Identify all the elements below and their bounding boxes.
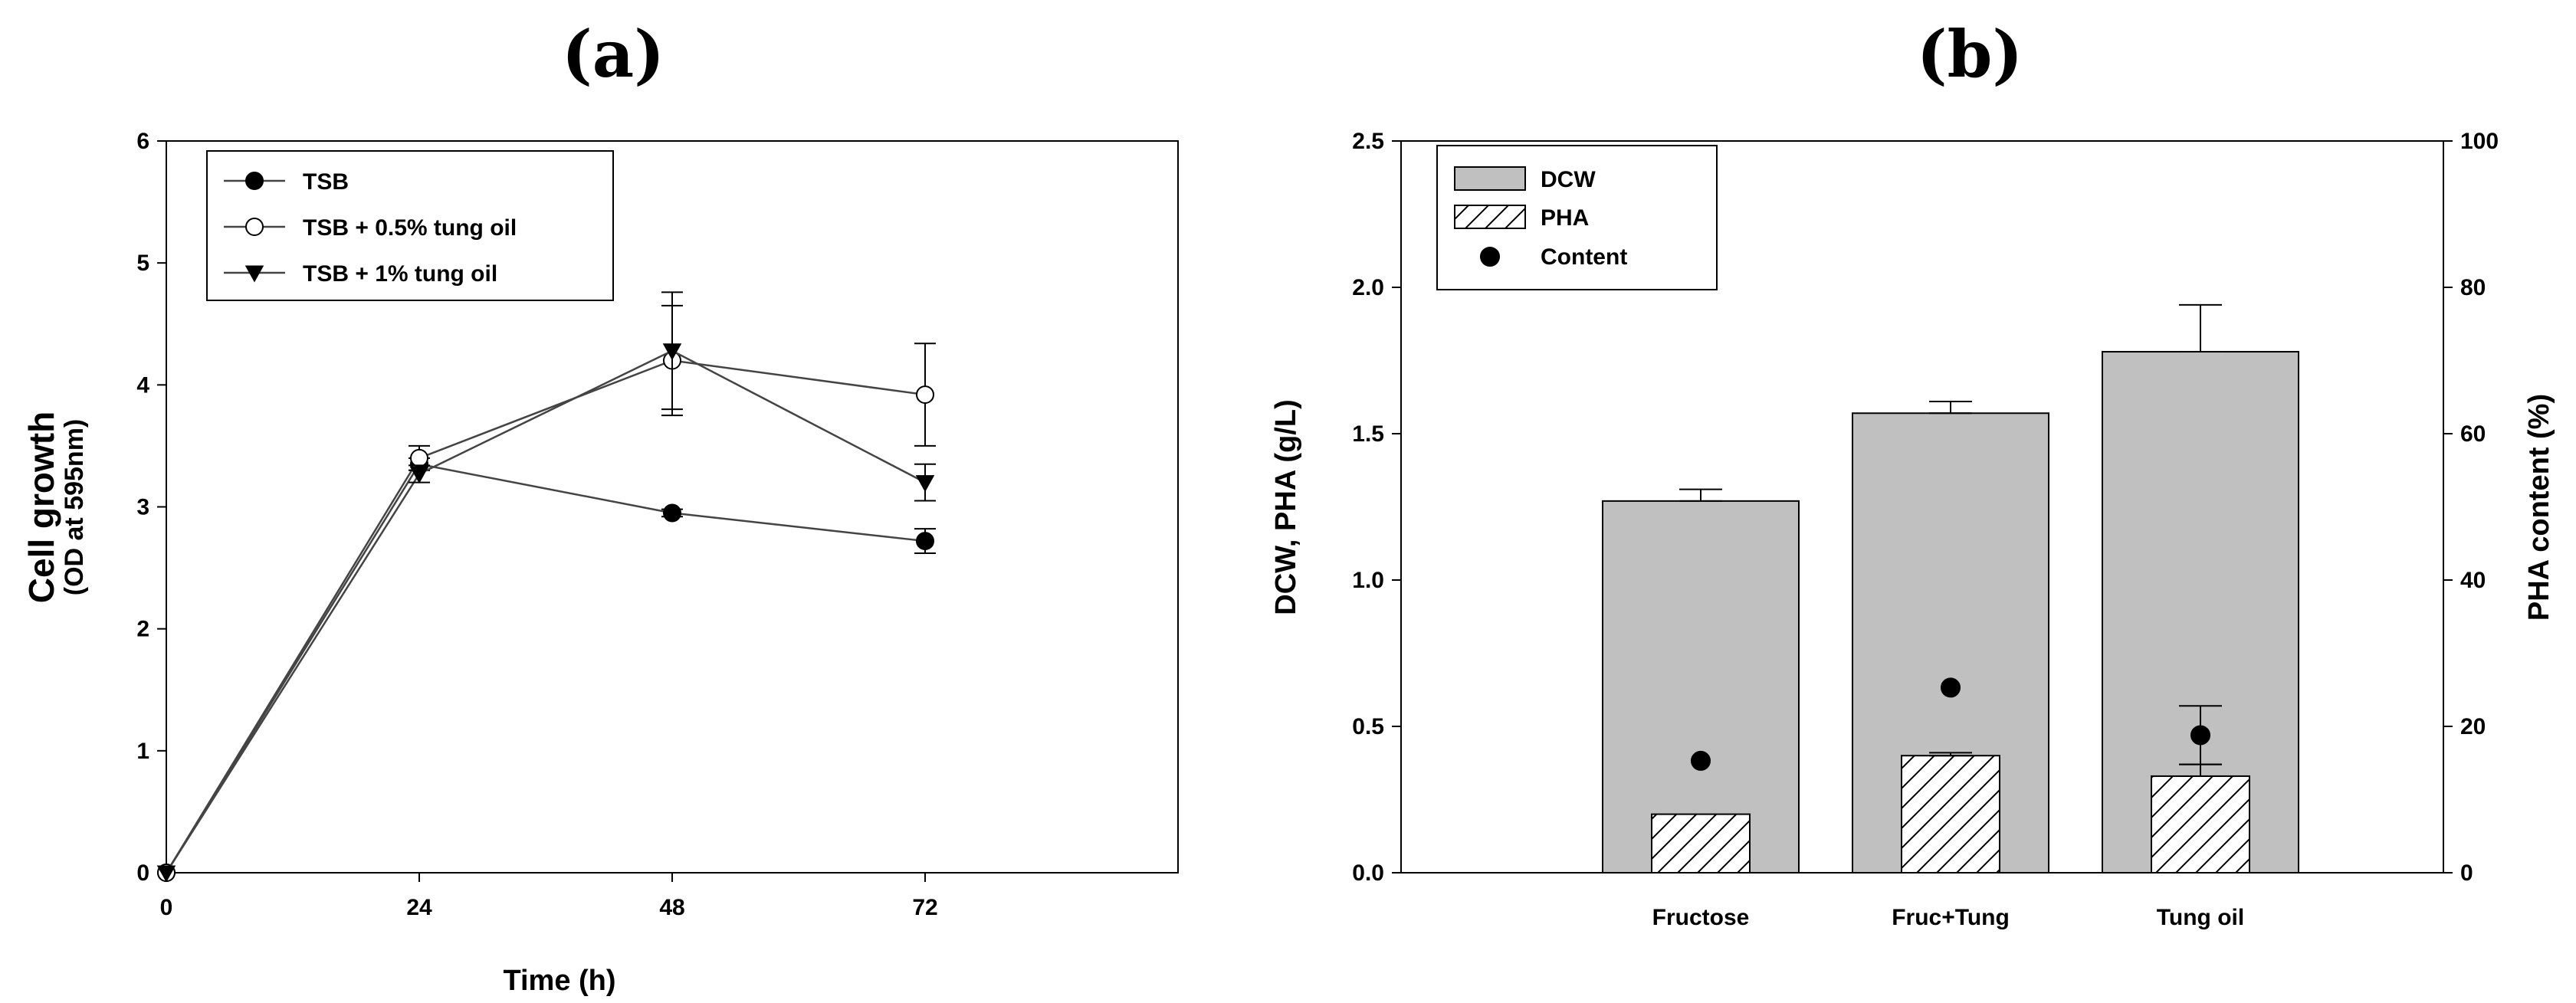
panel-a-legend-box: [206, 150, 614, 301]
panel-a-data-point: [156, 865, 176, 883]
panel-b-category-label: Fructose: [1652, 905, 1750, 930]
panel-b-legend-item-2: Content: [1480, 244, 1627, 270]
panel-b-right-tick-label: 0: [2460, 860, 2473, 886]
panel-b-legend: DCW PHA Content: [1436, 145, 1718, 290]
panel-b-content-point: [1691, 750, 1711, 771]
panel-b-content-point: [2190, 725, 2210, 746]
panel-b-content-point: [1941, 677, 1961, 698]
panel-b-category-0: [1602, 488, 1800, 874]
panel-a-y-tick-label: 6: [136, 129, 149, 154]
panel-b-dcw-error-bar: [1929, 400, 1972, 415]
panel-a-legend-label: TSB + 0.5% tung oil: [303, 215, 517, 241]
panel-a-y-tick-label: 5: [136, 251, 149, 276]
panel-a-data-point: [410, 448, 428, 467]
panel-b-legend-label: DCW: [1541, 167, 1596, 192]
panel-b-category-2: [2102, 303, 2299, 874]
panel-b-left-tick-label: 1.5: [1352, 421, 1384, 447]
panel-a-legend-marker: [244, 265, 264, 283]
panel-b: (b) 0.0 0.5 1.0 1.5 2.0 2.5 0 20 40 60 80 100 Fruc…: [1270, 16, 2555, 930]
panel-b-right-tick-label: 60: [2460, 421, 2486, 447]
panel-b-category-1: [1852, 400, 2049, 874]
panel-b-legend-item-0: DCW: [1454, 166, 1596, 192]
panel-a-series-0: [157, 454, 936, 882]
panel-b-left-tick-label: 0.5: [1352, 714, 1384, 739]
panel-a: (a) 0 1 2 3 4 5 6 0 24 48 72 Cell growth (OD at 5…: [21, 16, 1179, 997]
panel-a-y-tick-label: 0: [136, 860, 149, 886]
panel-a-data-point: [916, 532, 934, 551]
panel-b-right-tick-label: 80: [2460, 275, 2486, 300]
panel-a-legend-item-0: TSB: [224, 169, 349, 195]
panel-a-label: (a): [562, 16, 665, 92]
panel-b-label: (b): [1917, 16, 2023, 92]
panel-b-category-label: Fruc+Tung: [1892, 905, 2010, 930]
panel-b-left-tick-label: 2.0: [1352, 275, 1384, 300]
panel-b-right-tick-label: 40: [2460, 568, 2486, 593]
panel-a-data-point: [916, 385, 934, 405]
panel-a-data-point: [409, 466, 429, 484]
panel-a-y-tick-label: 3: [136, 495, 149, 520]
panel-b-legend-marker: [1480, 247, 1500, 267]
panel-a-x-axis-title: Time (h): [503, 965, 615, 997]
panel-b-x-axis: Fructose Fruc+Tung Tung oil: [1652, 905, 2245, 930]
panel-a-series-2: [156, 291, 936, 883]
panel-b-pha-error-bar: [1929, 752, 1972, 757]
panel-a-legend-label: TSB + 1% tung oil: [303, 261, 497, 287]
panel-a-y-tick-label: 4: [136, 372, 149, 398]
panel-a-x-tick-label: 24: [406, 895, 432, 920]
panel-b-left-tick-label: 1.0: [1352, 568, 1384, 593]
panel-b-right-axis: 0 20 40 60 80 100: [2443, 129, 2499, 886]
panel-a-y-tick-label: 1: [136, 739, 149, 764]
panel-a-y-tick-label: 2: [136, 617, 149, 642]
panel-a-legend-marker: [245, 172, 264, 190]
panel-b-pha-bar: [2151, 775, 2250, 874]
panel-b-right-axis-title: PHA content (%): [2523, 394, 2555, 621]
panel-a-x-tick-label: 0: [160, 895, 173, 920]
panel-a-legend-label: TSB: [303, 169, 349, 195]
panel-b-legend-label: PHA: [1541, 205, 1589, 231]
panel-a-x-tick-label: 72: [912, 895, 937, 920]
panel-a-series-line: [165, 349, 926, 874]
panel-b-left-tick-label: 0.0: [1352, 860, 1384, 886]
panel-a-series-1: [157, 304, 936, 882]
panel-b-bars: [1602, 303, 2299, 874]
panel-a-data-point: [915, 475, 935, 493]
panel-a-legend-item-2: TSB + 1% tung oil: [224, 261, 497, 287]
panel-a-series-line: [165, 359, 926, 874]
panel-b-pha-bar: [1901, 755, 2000, 874]
panel-a-legend: TSB TSB + 0.5% tung oil TSB + 1% tung oil: [206, 150, 614, 301]
panel-b-left-tick-label: 2.5: [1352, 129, 1384, 154]
panel-a-series-line: [165, 463, 926, 874]
panel-a-legend-marker: [245, 218, 264, 236]
panel-b-left-axis: 0.0 0.5 1.0 1.5 2.0 2.5: [1352, 129, 1401, 886]
panel-a-data-point: [662, 343, 682, 361]
panel-b-dcw-bar: [1602, 500, 1800, 874]
panel-b-dcw-error-bar: [1679, 488, 1722, 502]
panel-b-dcw-error-bar: [2179, 303, 2222, 353]
panel-a-series: [156, 291, 936, 883]
panel-b-category-label: Tung oil: [2157, 905, 2244, 930]
panel-b-left-axis-title: DCW, PHA (g/L): [1270, 399, 1302, 615]
panel-a-y-axis: 0 1 2 3 4 5 6: [136, 129, 166, 886]
panel-a-y-axis-title: Cell growth: [21, 411, 61, 603]
panel-b-right-tick-label: 20: [2460, 714, 2486, 739]
panel-b-legend-label: Content: [1541, 244, 1627, 270]
panel-b-pha-bar: [1651, 813, 1751, 874]
panel-a-legend-item-1: TSB + 0.5% tung oil: [224, 215, 517, 241]
panel-a-x-axis: 0 24 48 72: [160, 873, 938, 920]
panel-a-y-axis-subtitle: (OD at 595nm): [60, 419, 89, 596]
panel-b-right-tick-label: 100: [2460, 129, 2499, 154]
panel-a-x-tick-label: 48: [659, 895, 684, 920]
panel-b-legend-item-1: PHA: [1454, 205, 1589, 231]
panel-a-data-point: [663, 503, 681, 523]
